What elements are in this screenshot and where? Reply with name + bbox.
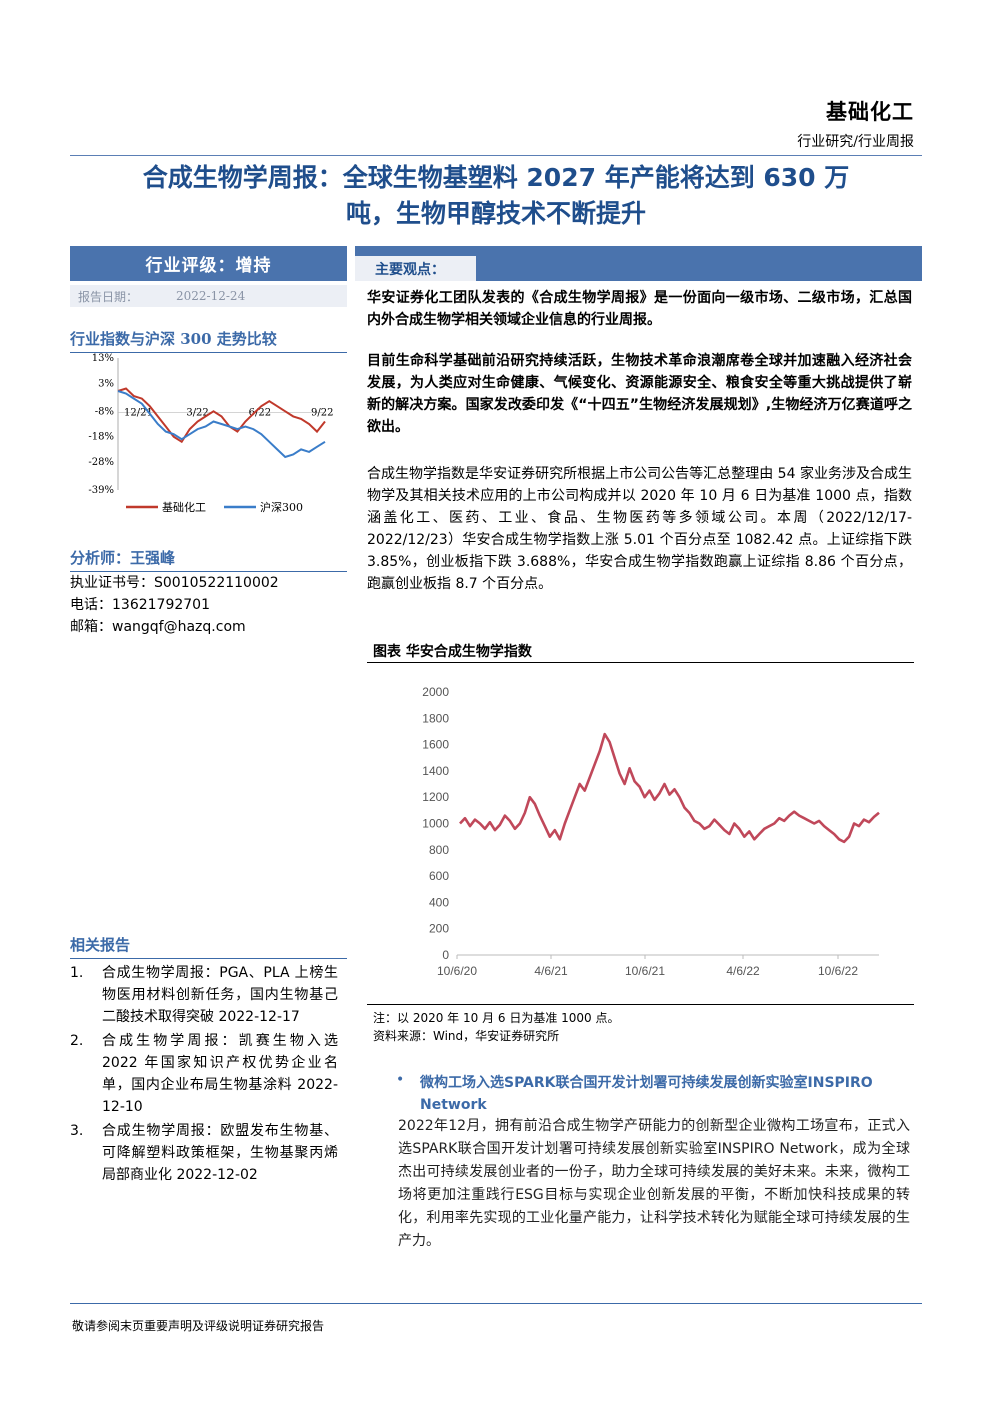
report-type: 行业研究/行业周报 — [797, 134, 914, 150]
y-tick-label: 0 — [442, 948, 449, 962]
figure-source: 资料来源：Wind，华安证券研究所 — [373, 1029, 560, 1043]
y-tick-label: 2000 — [422, 685, 449, 699]
figure-divider-top — [367, 662, 914, 663]
legend-label: 沪深300 — [260, 500, 303, 514]
y-tick-label: 1600 — [422, 738, 449, 752]
list-item-text: 合成生物学周报：欧盟发布生物基、可降解塑料政策框架，生物基聚丙烯局部商业化 20… — [102, 1123, 338, 1183]
analyst-info: 执业证书号：S0010522110002 电话：13621792701 邮箱：w… — [70, 572, 279, 638]
y-tick-label: 1800 — [422, 711, 449, 725]
figure-notes: 注：以 2020 年 10 月 6 日为基准 1000 点。 资料来源：Wind… — [373, 1009, 620, 1045]
report-title-line1: 合成生物学周报：全球生物基塑料 2027 年产能将达到 630 万 — [142, 163, 850, 192]
x-tick-label: 4/6/22 — [726, 964, 760, 978]
y-tick-label: -8% — [95, 406, 114, 417]
y-tick-label: -18% — [88, 432, 114, 443]
list-item-number: 3. — [70, 1123, 84, 1139]
y-tick-label: 13% — [92, 353, 114, 364]
y-tick-label: 200 — [429, 922, 449, 936]
paragraph-background: 目前生命科学基础前沿研究持续活跃，生物技术革命浪潮席卷全球并加速融入经济社会发展… — [367, 353, 912, 435]
footer-disclaimer: 敬请参阅末页重要声明及评级说明证券研究报告 — [72, 1319, 325, 1333]
report-title: 合成生物学周报：全球生物基塑料 2027 年产能将达到 630 万 吨，生物甲醇… — [70, 160, 922, 232]
analyst-heading: 分析师：王强峰 — [70, 547, 347, 572]
report-date-label: 报告日期： — [78, 289, 139, 304]
industry-rating: 行业评级：增持 — [70, 246, 347, 281]
figure-title: 图表 华安合成生物学指数 — [373, 644, 532, 660]
y-tick-label: 1400 — [422, 764, 449, 778]
list-item[interactable]: 1. 合成生物学周报：PGA、PLA 上榜生物医用材料创新任务，国内生物基己二酸… — [70, 962, 338, 1028]
y-tick-label: 1200 — [422, 790, 449, 804]
x-tick-label: 6/22 — [249, 407, 271, 418]
bullet-icon: • — [396, 1072, 405, 1088]
sector-title: 基础化工 — [826, 99, 914, 124]
x-tick-label: 10/6/22 — [818, 964, 858, 978]
figure-divider-bottom — [367, 1004, 914, 1005]
series-line — [117, 387, 326, 444]
list-item-text: 合成生物学周报：PGA、PLA 上榜生物医用材料创新任务，国内生物基己二酸技术取… — [102, 965, 338, 1025]
series-line — [117, 390, 326, 459]
x-tick-label: 4/6/21 — [534, 964, 568, 978]
series-line — [459, 732, 880, 844]
list-item[interactable]: 3. 合成生物学周报：欧盟发布生物基、可降解塑料政策框架，生物基聚丙烯局部商业化… — [70, 1120, 338, 1186]
x-tick-label: 10/6/21 — [625, 964, 665, 978]
list-item[interactable]: 2. 合成生物学周报：凯赛生物入选 2022 年国家知识产权优势企业名单，国内企… — [70, 1030, 338, 1118]
y-tick-label: -39% — [88, 485, 114, 496]
x-tick-label: 12/21 — [124, 407, 153, 418]
analyst-phone: 电话：13621792701 — [70, 597, 210, 613]
x-tick-label: 9/22 — [311, 407, 333, 418]
analyst-email: 邮箱：wangqf@hazq.com — [70, 619, 246, 635]
y-tick-label: -28% — [88, 457, 114, 468]
list-item-number: 2. — [70, 1033, 84, 1049]
figure-note: 注：以 2020 年 10 月 6 日为基准 1000 点。 — [373, 1011, 620, 1025]
y-tick-label: 400 — [429, 895, 449, 909]
related-reports-list: 1. 合成生物学周报：PGA、PLA 上榜生物医用材料创新任务，国内生物基己二酸… — [70, 962, 338, 1188]
y-tick-label: 800 — [429, 843, 449, 857]
main-points-label: 主要观点： — [355, 256, 476, 281]
report-date-value: 2022-12-24 — [176, 289, 246, 303]
y-tick-label: 1000 — [422, 817, 449, 831]
list-item-text: 合成生物学周报：凯赛生物入选 2022 年国家知识产权优势企业名单，国内企业布局… — [102, 1033, 338, 1115]
y-tick-label: 600 — [429, 869, 449, 883]
paragraph-index-summary: 合成生物学指数是华安证券研究所根据上市公司公告等汇总整理由 54 家业务涉及合成… — [367, 466, 912, 592]
index-comparison-chart: 13% 3% -8% -18% -28% -39% 12/21 3/22 6/22 9/22 基础化… — [88, 353, 333, 514]
legend-label: 基础化工 — [162, 500, 206, 514]
header-divider — [70, 155, 922, 156]
report-date: 报告日期： 2022-12-24 — [70, 285, 347, 307]
report-title-line2: 吨，生物甲醇技术不断提升 — [345, 199, 646, 228]
paragraph-intro: 华安证券化工团队发表的《合成生物学周报》是一份面向一级市场、二级市场，汇总国内外… — [367, 290, 912, 328]
footer-divider — [70, 1303, 922, 1304]
index-comparison-heading: 行业指数与沪深 300 走势比较 — [70, 328, 347, 353]
x-tick-label: 3/22 — [186, 407, 208, 418]
analyst-license: 执业证书号：S0010522110002 — [70, 575, 279, 591]
related-reports-heading: 相关报告 — [70, 934, 347, 959]
news-title: 微构工场入选SPARK联合国开发计划署可持续发展创新实验室INSPIRO Net… — [420, 1075, 873, 1113]
synbio-index-chart: 0 200 400 600 800 1000 1200 1400 1600 1800 2000 10/… — [422, 685, 880, 978]
x-tick-label: 10/6/20 — [437, 964, 477, 978]
y-tick-label: 3% — [98, 378, 114, 389]
list-item-number: 1. — [70, 965, 84, 981]
news-body: 2022年12月，拥有前沿合成生物学产研能力的创新型企业微构工场宣布，正式入选S… — [398, 1118, 910, 1249]
